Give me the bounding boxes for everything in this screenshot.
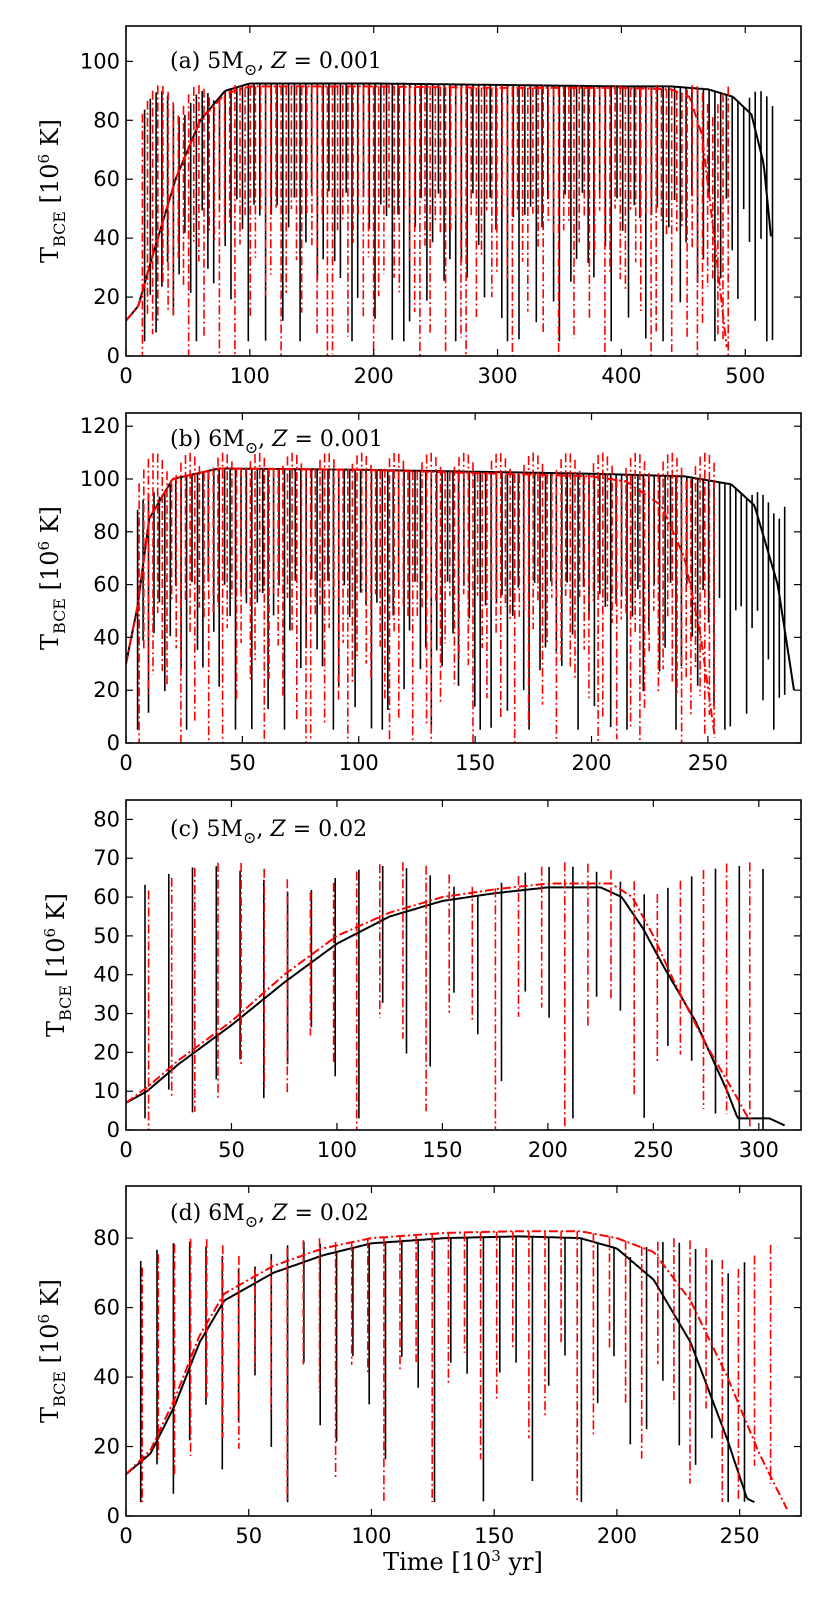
y-tick-label: 70 [93, 846, 120, 870]
x-tick-label: 150 [455, 751, 495, 775]
panel-b-frame [125, 412, 802, 744]
panel-b-title: (b) 6M⊙, Z = 0.001 [170, 427, 383, 457]
panel-b-ylabel: TBCE [106 K] [35, 506, 69, 650]
x-tick-label: 0 [119, 1524, 132, 1548]
x-tick-label: 100 [317, 1138, 357, 1162]
panel-d-frame [125, 1185, 802, 1517]
x-tick-label: 400 [601, 364, 641, 388]
panel-c-ticks: 0 50 100 150 200 250 300 0 10 20 30 40 50 60 70 80 [93, 800, 801, 1162]
panel-d-title: (d) 6M⊙, Z = 0.02 [170, 1201, 369, 1231]
y-tick-label: 80 [93, 1226, 120, 1250]
series-black-envelope [126, 467, 795, 691]
series-red [126, 84, 730, 356]
x-tick-label: 50 [229, 751, 256, 775]
panel-d: 0 50 100 150 200 250 0 20 40 60 80 (d) 6M⊙, Z = 0.… [35, 1185, 802, 1548]
series-black-envelope [126, 82, 772, 322]
x-tick-label: 200 [354, 364, 394, 388]
x-tick-label: 150 [474, 1524, 514, 1548]
series-black [126, 82, 774, 342]
panel-d-series [126, 1230, 788, 1510]
panel-b-series [126, 452, 795, 743]
series-red [126, 1230, 788, 1510]
x-tick-label: 150 [422, 1138, 462, 1162]
series-black [126, 1235, 755, 1504]
y-tick-label: 100 [80, 467, 120, 491]
x-tick-label: 200 [597, 1524, 637, 1548]
x-tick-label: 50 [218, 1138, 245, 1162]
panel-a: 0 100 200 300 400 500 0 20 40 60 80 100 (a) 5M⊙, Z … [35, 25, 802, 388]
y-tick-label: 0 [107, 1504, 120, 1528]
panel-b-ticks: 0 50 100 150 200 250 0 20 40 60 80 100 120 [80, 413, 801, 775]
panel-b: 0 50 100 150 200 250 0 20 40 60 80 100 120 (b) 6M⊙, … [35, 412, 802, 775]
y-tick-label: 60 [93, 1296, 120, 1320]
y-tick-label: 0 [107, 1118, 120, 1142]
series-red-envelope [126, 1230, 788, 1510]
panel-a-frame [125, 25, 802, 357]
y-tick-label: 60 [93, 885, 120, 909]
y-tick-label: 60 [93, 573, 120, 597]
panel-c-ylabel: TBCE [106 K] [41, 893, 75, 1037]
y-tick-label: 20 [93, 678, 120, 702]
y-tick-label: 100 [80, 49, 120, 73]
panel-c-title: (c) 5M⊙, Z = 0.02 [170, 817, 367, 847]
series-black-envelope [126, 1235, 755, 1504]
x-tick-label: 0 [119, 751, 132, 775]
x-tick-label: 200 [528, 1138, 568, 1162]
x-tick-label: 250 [688, 751, 728, 775]
x-tick-label: 300 [478, 364, 518, 388]
y-tick-label: 80 [93, 807, 120, 831]
y-tick-label: 0 [107, 344, 120, 368]
series-black-envelope [126, 886, 786, 1127]
y-tick-label: 40 [93, 963, 120, 987]
y-tick-label: 40 [93, 1365, 120, 1389]
panel-a-title: (a) 5M⊙, Z = 0.001 [170, 49, 382, 79]
x-tick-label: 100 [339, 751, 379, 775]
y-tick-label: 80 [93, 108, 120, 132]
y-tick-label: 20 [93, 1040, 120, 1064]
x-tick-label: 0 [119, 364, 132, 388]
panel-c: 0 50 100 150 200 250 300 0 10 20 30 40 50 60 70 80 (c) … [41, 799, 802, 1162]
y-tick-label: 60 [93, 167, 120, 191]
series-red-envelope [126, 882, 750, 1120]
series-red [126, 862, 751, 1130]
y-tick-label: 80 [93, 520, 120, 544]
x-tick-label: 200 [571, 751, 611, 775]
x-tick-label: 500 [725, 364, 765, 388]
y-tick-label: 30 [93, 1002, 120, 1026]
series-red-envelope [126, 85, 728, 348]
panel-d-ylabel: TBCE [106 K] [35, 1279, 69, 1423]
x-tick-label: 100 [351, 1524, 391, 1548]
panel-a-ylabel: TBCE [106 K] [35, 119, 69, 263]
y-tick-label: 40 [93, 625, 120, 649]
y-tick-label: 10 [93, 1079, 120, 1103]
panel-c-frame [125, 799, 802, 1131]
x-tick-label: 100 [230, 364, 270, 388]
x-tick-label: 50 [235, 1524, 262, 1548]
panel-a-ticks: 0 100 200 300 400 500 0 20 40 60 80 100 [80, 26, 801, 388]
y-tick-label: 0 [107, 731, 120, 755]
x-tick-label: 300 [739, 1138, 779, 1162]
y-tick-label: 50 [93, 924, 120, 948]
series-black [126, 866, 786, 1130]
panel-c-series [126, 862, 786, 1130]
x-tick-label: 250 [633, 1138, 673, 1162]
y-tick-label: 20 [93, 285, 120, 309]
series-red [126, 452, 716, 743]
x-tick-label: 250 [720, 1524, 760, 1548]
y-tick-label: 20 [93, 1435, 120, 1459]
y-tick-label: 40 [93, 226, 120, 250]
y-tick-label: 120 [80, 414, 120, 438]
x-axis-label: Time [103 yr] [383, 1547, 543, 1576]
panel-a-series [126, 82, 774, 356]
panel-d-ticks: 0 50 100 150 200 250 0 20 40 60 80 [93, 1186, 801, 1548]
x-tick-label: 0 [119, 1138, 132, 1162]
series-red-envelope [126, 467, 716, 738]
